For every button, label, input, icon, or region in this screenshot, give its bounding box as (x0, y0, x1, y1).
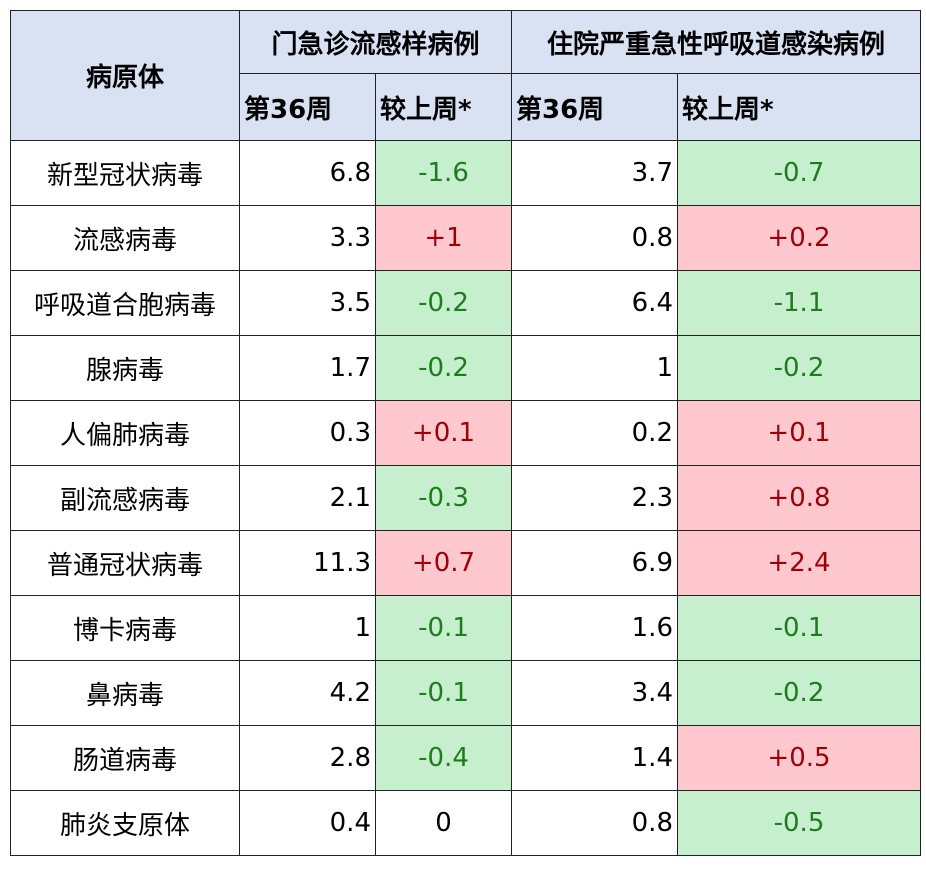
week-value: 1.4 (511, 725, 678, 791)
pathogen-name: 新型冠状病毒 (10, 140, 240, 206)
change-value: +0.1 (375, 400, 512, 466)
change-value: -0.2 (677, 335, 921, 401)
pathogen-name: 副流感病毒 (10, 465, 240, 531)
week-value: 3.5 (239, 270, 376, 336)
week-value: 2.1 (239, 465, 376, 531)
sub-header: 较上周* (677, 73, 921, 141)
table-row: 人偏肺病毒 0.3 +0.1 0.2 +0.1 (10, 400, 921, 466)
table-row: 腺病毒 1.7 -0.2 1 -0.2 (10, 335, 921, 401)
week-value: 0.8 (511, 205, 678, 271)
week-value: 0.2 (511, 400, 678, 466)
week-value: 0.4 (239, 790, 376, 856)
change-value: +0.5 (677, 725, 921, 791)
week-value: 3.7 (511, 140, 678, 206)
pathogen-name: 博卡病毒 (10, 595, 240, 661)
week-value: 6.9 (511, 530, 678, 596)
week-value: 2.8 (239, 725, 376, 791)
sub-header: 较上周* (375, 73, 512, 141)
change-value: -0.1 (375, 660, 512, 726)
table-row: 鼻病毒 4.2 -0.1 3.4 -0.2 (10, 660, 921, 726)
pathogen-name: 鼻病毒 (10, 660, 240, 726)
change-value: +0.7 (375, 530, 512, 596)
pathogen-name: 呼吸道合胞病毒 (10, 270, 240, 336)
sub-header: 第36周 (239, 73, 376, 141)
table-row: 肺炎支原体 0.4 0 0.8 -0.5 (10, 790, 921, 856)
pathogen-name: 腺病毒 (10, 335, 240, 401)
table-body: 新型冠状病毒 6.8 -1.6 3.7 -0.7 流感病毒 3.3 +1 0.8 +0.2 呼吸道合… (10, 140, 921, 856)
header-cell: 病原体 (10, 10, 240, 141)
pathogen-name: 流感病毒 (10, 205, 240, 271)
change-value: -1.6 (375, 140, 512, 206)
week-value: 11.3 (239, 530, 376, 596)
change-value: -0.2 (375, 270, 512, 336)
week-value: 4.2 (239, 660, 376, 726)
sub-header: 第36周 (511, 73, 678, 141)
week-value: 6.8 (239, 140, 376, 206)
change-value: +0.2 (677, 205, 921, 271)
table-row: 呼吸道合胞病毒 3.5 -0.2 6.4 -1.1 (10, 270, 921, 336)
change-value: -0.1 (375, 595, 512, 661)
pathogen-name: 肺炎支原体 (10, 790, 240, 856)
week-value: 0.8 (511, 790, 678, 856)
group-header: 门急诊流感样病例 (239, 10, 512, 74)
table-row: 新型冠状病毒 6.8 -1.6 3.7 -0.7 (10, 140, 921, 206)
week-value: 2.3 (511, 465, 678, 531)
week-value: 0.3 (239, 400, 376, 466)
week-value: 3.3 (239, 205, 376, 271)
change-value: -0.2 (375, 335, 512, 401)
change-value: -0.4 (375, 725, 512, 791)
week-value: 1.6 (511, 595, 678, 661)
data-table: 病原体 门急诊流感样病例 住院严重急性呼吸道感染病例 第36周 较上周* 第36… (10, 10, 921, 856)
week-value: 3.4 (511, 660, 678, 726)
change-value: -0.1 (677, 595, 921, 661)
change-value: +1 (375, 205, 512, 271)
pathogen-name: 人偏肺病毒 (10, 400, 240, 466)
change-value: -0.5 (677, 790, 921, 856)
pathogen-name: 肠道病毒 (10, 725, 240, 791)
change-value: +0.1 (677, 400, 921, 466)
change-value: -1.1 (677, 270, 921, 336)
group-header: 住院严重急性呼吸道感染病例 (511, 10, 921, 74)
table-row: 普通冠状病毒 11.3 +0.7 6.9 +2.4 (10, 530, 921, 596)
week-value: 1 (239, 595, 376, 661)
change-value: -0.2 (677, 660, 921, 726)
table-row: 肠道病毒 2.8 -0.4 1.4 +0.5 (10, 725, 921, 791)
change-value: -0.3 (375, 465, 512, 531)
change-value: -0.7 (677, 140, 921, 206)
week-value: 1.7 (239, 335, 376, 401)
table-row: 副流感病毒 2.1 -0.3 2.3 +0.8 (10, 465, 921, 531)
week-value: 6.4 (511, 270, 678, 336)
week-value: 1 (511, 335, 678, 401)
change-value: 0 (375, 790, 512, 856)
pathogen-name: 普通冠状病毒 (10, 530, 240, 596)
change-value: +2.4 (677, 530, 921, 596)
change-value: +0.8 (677, 465, 921, 531)
table-row: 博卡病毒 1 -0.1 1.6 -0.1 (10, 595, 921, 661)
table-row: 流感病毒 3.3 +1 0.8 +0.2 (10, 205, 921, 271)
